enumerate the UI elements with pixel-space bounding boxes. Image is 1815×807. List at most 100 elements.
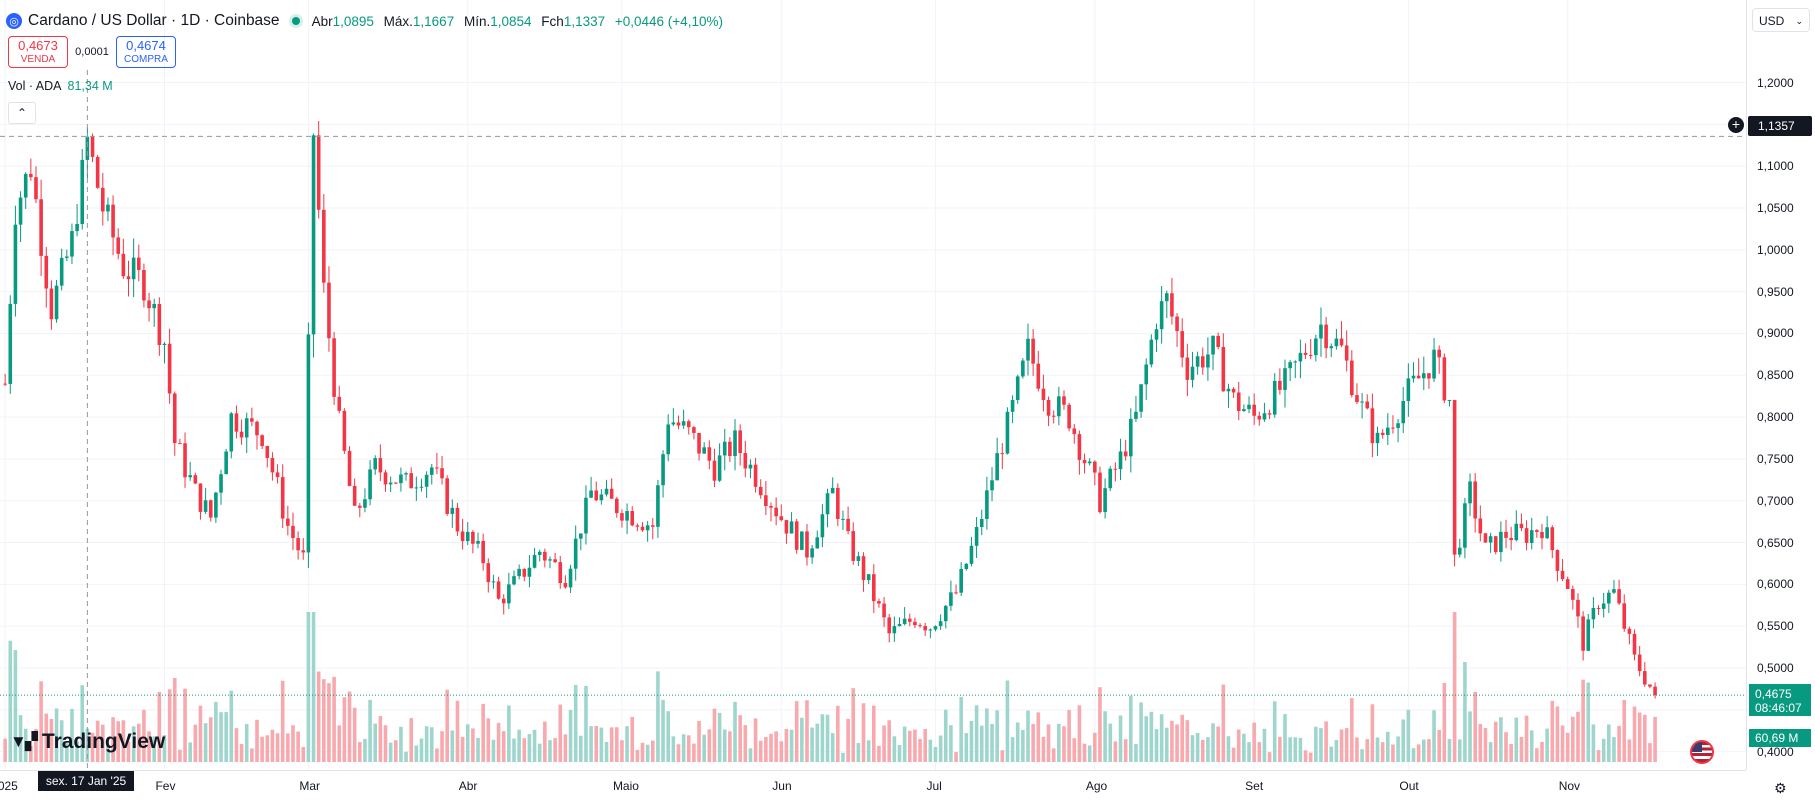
volume-bar bbox=[707, 729, 712, 762]
add-alert-icon[interactable]: + bbox=[1728, 117, 1744, 133]
time-axis[interactable]: 2025 Fev Mar Abr Maio Jun Jul Ago Set Out Nov bbox=[0, 770, 1746, 807]
candle-body bbox=[142, 269, 146, 301]
candle-body bbox=[1262, 413, 1267, 420]
volume-bar bbox=[1026, 710, 1030, 762]
candle-body bbox=[1046, 399, 1051, 416]
time-tick-label: Out bbox=[1399, 779, 1419, 793]
volume-bar bbox=[1380, 742, 1385, 762]
volume-bar bbox=[486, 718, 491, 762]
volume-bar bbox=[1288, 737, 1292, 762]
candle-body bbox=[1247, 404, 1251, 410]
candle-body bbox=[85, 136, 90, 160]
volume-bar bbox=[1149, 711, 1154, 762]
candle-body bbox=[810, 548, 814, 558]
candle-body bbox=[1154, 329, 1159, 340]
volume-bar bbox=[1488, 742, 1493, 762]
volume-bar bbox=[645, 744, 650, 762]
candle-body bbox=[131, 257, 136, 280]
price-tick-label: 0,7000 bbox=[1757, 493, 1794, 508]
volume-bar bbox=[1200, 739, 1205, 762]
candle-body bbox=[70, 231, 74, 257]
volume-bar bbox=[1051, 748, 1056, 762]
us-flag-icon[interactable] bbox=[1690, 740, 1714, 764]
symbol-title[interactable]: Cardano / US Dollar · 1D · Coinbase bbox=[28, 12, 280, 29]
sell-button[interactable]: 0,4673 VENDA bbox=[8, 36, 68, 68]
volume-bar bbox=[594, 726, 599, 762]
price-tick-label: 1,1000 bbox=[1757, 159, 1794, 174]
candle-body bbox=[29, 173, 33, 178]
volume-bar bbox=[1509, 743, 1513, 762]
volume-bar bbox=[1478, 723, 1483, 762]
candle-body bbox=[1370, 408, 1375, 444]
volume-bar bbox=[1103, 711, 1107, 762]
candle-body bbox=[296, 538, 300, 551]
volume-bar bbox=[260, 736, 264, 762]
chart-pane[interactable]: ◎ Cardano / US Dollar · 1D · Coinbase Ab… bbox=[0, 0, 1746, 770]
candle-body bbox=[44, 255, 49, 289]
volume-bar bbox=[517, 729, 521, 762]
volume-bar bbox=[1308, 752, 1313, 762]
candle-body bbox=[1406, 378, 1411, 402]
volume-bar bbox=[1123, 739, 1128, 762]
volume-bar bbox=[1483, 728, 1488, 762]
volume-bar bbox=[656, 671, 660, 762]
volume-bar bbox=[805, 700, 809, 762]
volume-bar bbox=[70, 708, 74, 762]
time-tick-label: 2025 bbox=[0, 779, 18, 793]
candle-body bbox=[1308, 354, 1313, 356]
volume-bar bbox=[157, 691, 162, 762]
volume-bar bbox=[95, 720, 100, 762]
volume-bar bbox=[59, 720, 64, 762]
volume-bar bbox=[640, 742, 645, 762]
volume-bar bbox=[188, 742, 192, 762]
candle-body bbox=[1051, 415, 1056, 417]
volume-bar bbox=[1653, 716, 1657, 762]
tradingview-logo[interactable]: ▼▞ TradingView bbox=[10, 730, 165, 754]
candle-body bbox=[579, 533, 583, 539]
volume-bar bbox=[615, 727, 619, 762]
volume-bar bbox=[1293, 737, 1298, 762]
low-label: Mín. bbox=[463, 13, 491, 29]
market-status-icon[interactable] bbox=[291, 17, 300, 25]
volume-bar bbox=[589, 726, 593, 762]
candle-body bbox=[522, 568, 527, 577]
buy-button[interactable]: 0,4674 COMPRA bbox=[116, 36, 176, 68]
candle-body bbox=[476, 540, 480, 544]
volume-bar bbox=[1473, 691, 1477, 762]
candle-body bbox=[1252, 404, 1256, 416]
candle-body bbox=[1468, 481, 1472, 504]
candle-body bbox=[1339, 338, 1344, 346]
volume-bar bbox=[424, 726, 429, 762]
collapse-legend-button[interactable]: ⌃ bbox=[8, 102, 36, 124]
volume-bar bbox=[743, 725, 748, 762]
volume-bar bbox=[923, 728, 927, 762]
price-tick-label: 0,8500 bbox=[1757, 368, 1794, 383]
volume-bar bbox=[1396, 736, 1400, 762]
price-tick-label: 0,7500 bbox=[1757, 451, 1794, 466]
candle-body bbox=[1401, 401, 1406, 424]
volume-bar bbox=[142, 709, 146, 762]
settings-gear-icon[interactable]: ⚙ bbox=[1774, 780, 1787, 796]
candle-body bbox=[553, 559, 557, 563]
volume-bar bbox=[543, 721, 547, 762]
time-tick-label: Set bbox=[1245, 779, 1264, 793]
volume-bar bbox=[1565, 732, 1570, 762]
candle-body bbox=[280, 477, 285, 519]
open-value: 1,0895 bbox=[332, 13, 374, 29]
candle-body bbox=[717, 455, 722, 481]
candle-body bbox=[1103, 488, 1107, 513]
low-value: 1,0854 bbox=[490, 13, 532, 29]
candle-body bbox=[1617, 589, 1621, 604]
volume-bar bbox=[753, 718, 758, 762]
candle-body bbox=[758, 486, 763, 496]
volume-bar bbox=[1118, 715, 1123, 762]
candle-body bbox=[65, 256, 69, 258]
candle-body bbox=[1380, 432, 1385, 436]
volume-bar bbox=[563, 734, 568, 762]
candle-body bbox=[1591, 607, 1596, 620]
price-chart[interactable] bbox=[0, 0, 1746, 770]
candle-body bbox=[1314, 338, 1318, 356]
volume-bar bbox=[779, 741, 784, 762]
volume-label[interactable]: Vol · ADA bbox=[8, 79, 62, 93]
currency-select[interactable]: USD ⌄ bbox=[1752, 8, 1810, 32]
